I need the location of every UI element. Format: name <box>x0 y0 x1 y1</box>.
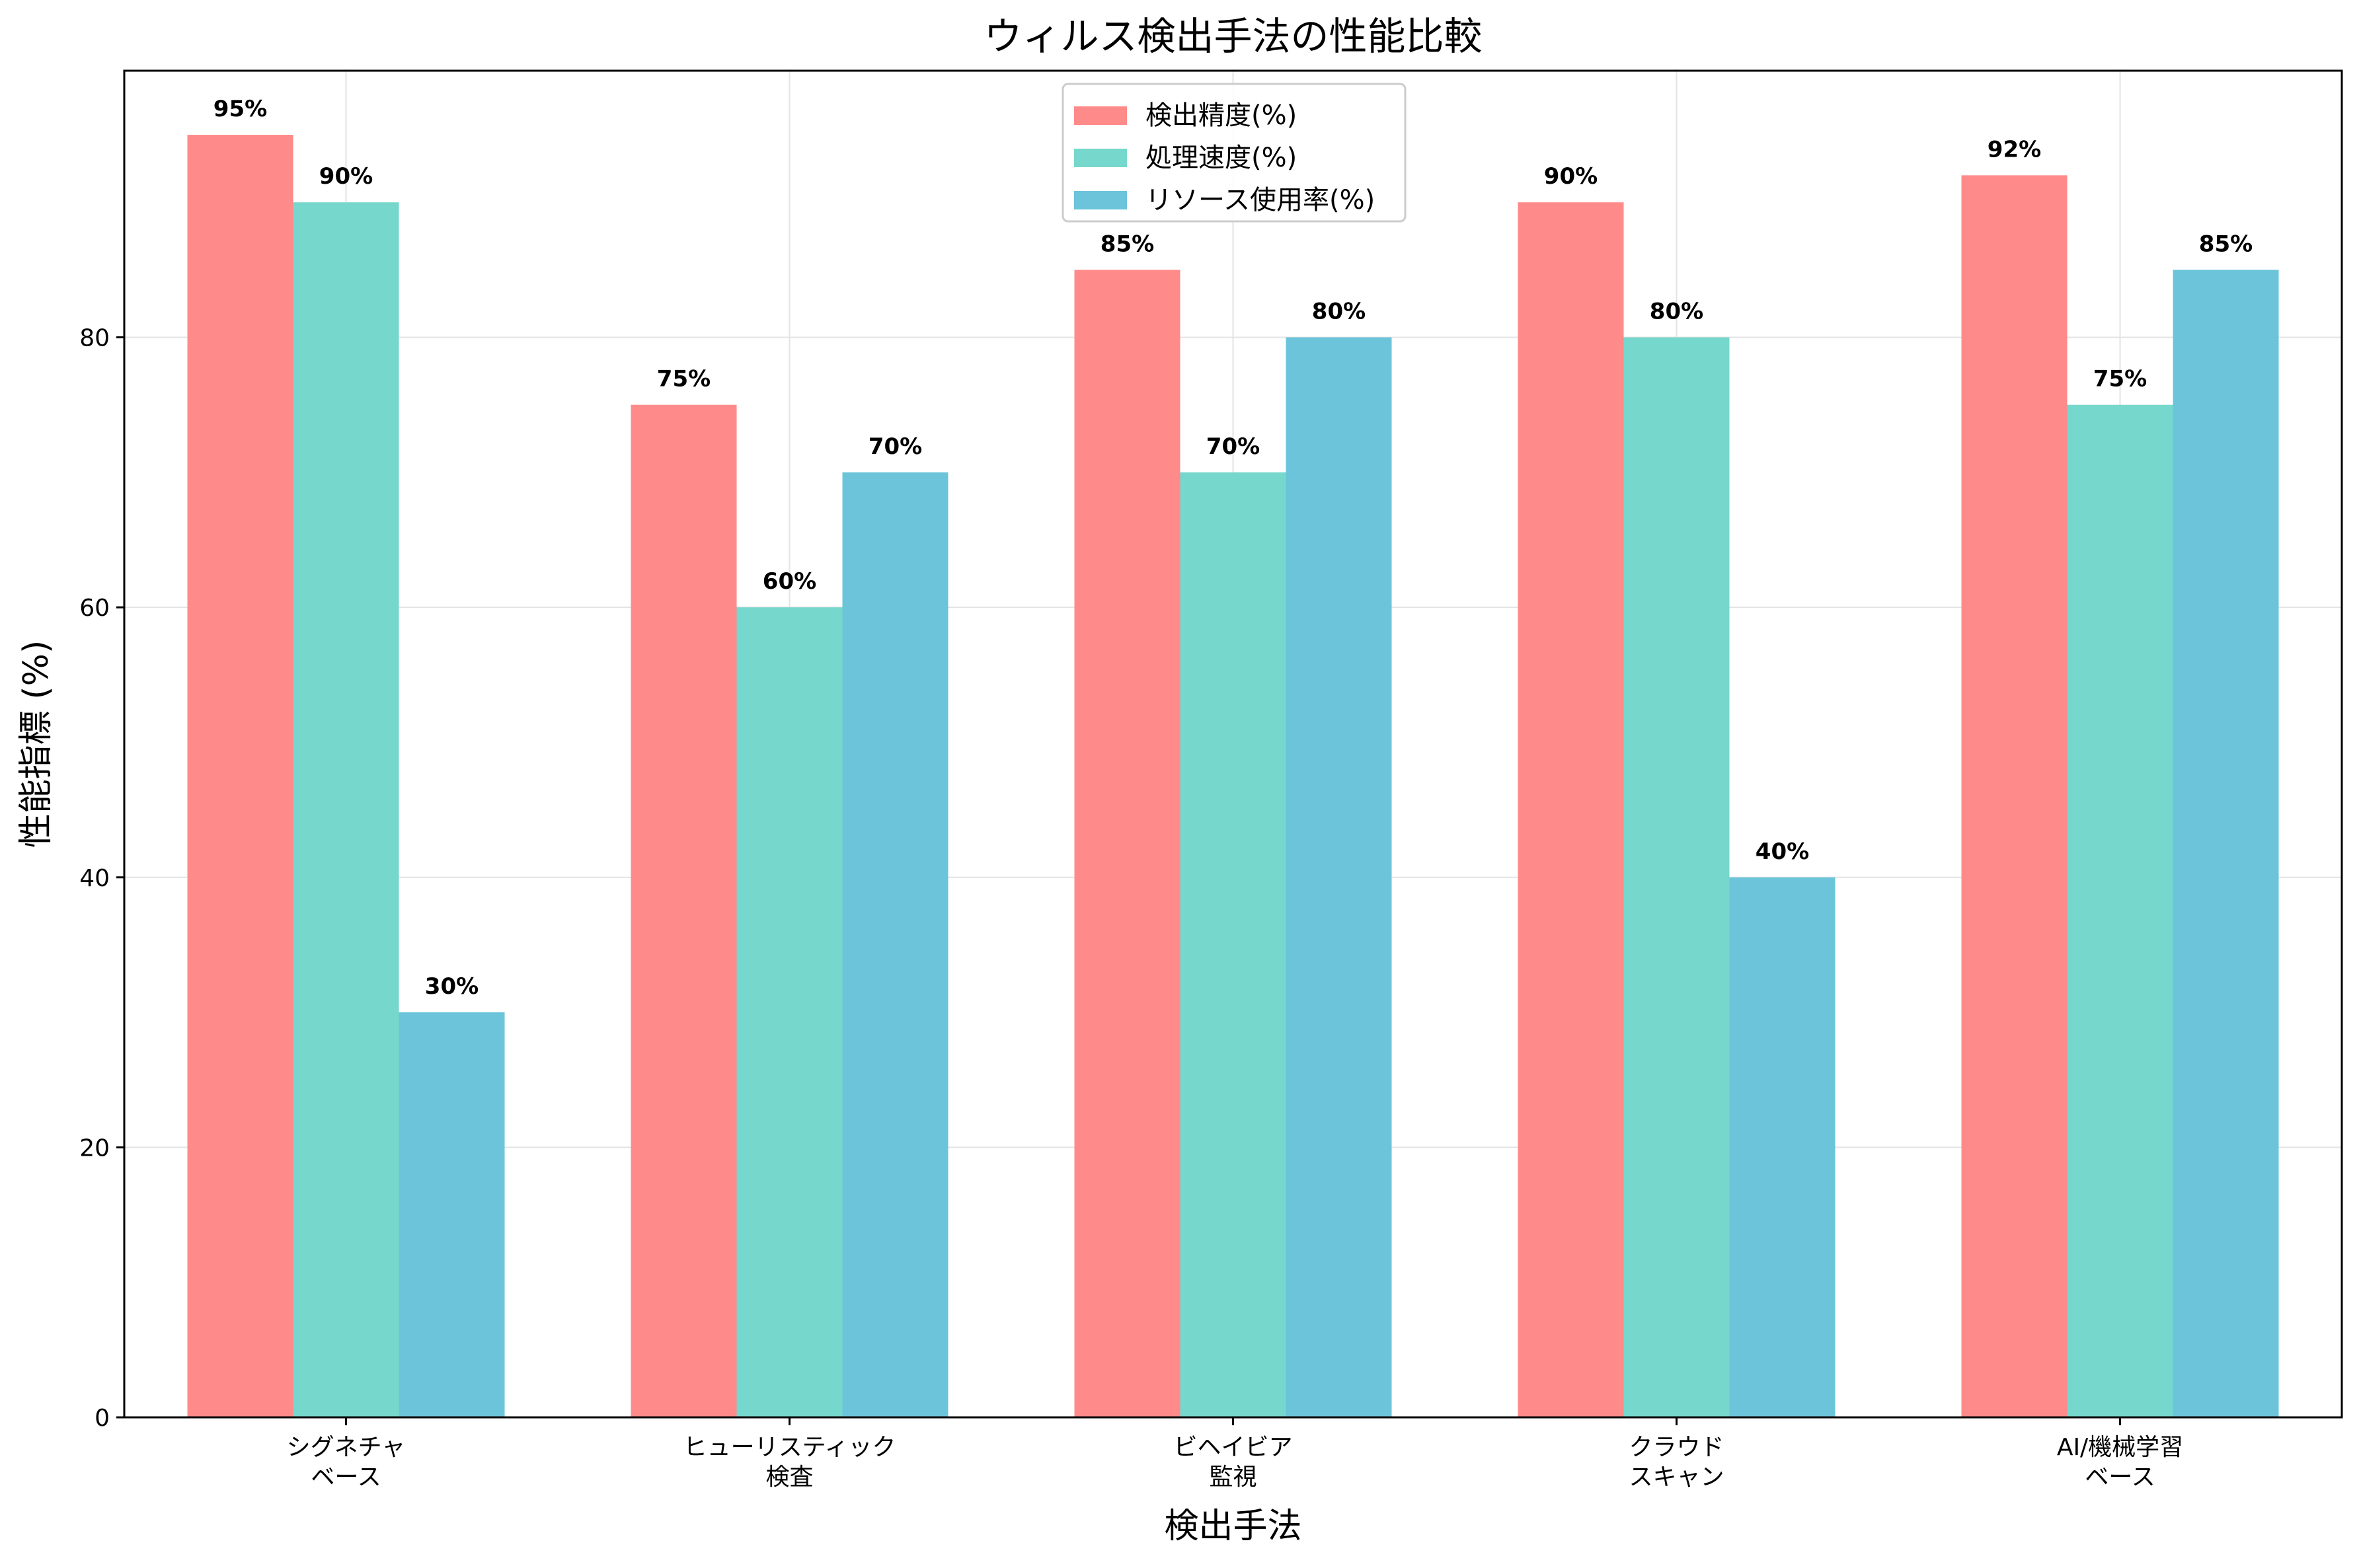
x-axis-title: 検出手法 <box>1164 1507 1301 1546</box>
bar-value-label: 85% <box>1101 231 1154 257</box>
legend-swatch <box>1074 191 1127 209</box>
x-tick-label: ヒューリスティック検査 <box>683 1434 896 1491</box>
legend-box <box>1062 83 1407 223</box>
bar-value-label: 80% <box>1650 299 1703 325</box>
bar <box>1074 270 1180 1417</box>
legend: 検出精度(%) 処理速度(%) リソース使用率(%) <box>1062 83 1407 223</box>
bar <box>2067 404 2173 1417</box>
bar-value-label: 70% <box>1206 433 1260 460</box>
legend-label: 処理速度(%) <box>1145 143 1297 173</box>
bar-value-label: 80% <box>1312 299 1366 325</box>
bar <box>631 404 737 1417</box>
legend-label: リソース使用率(%) <box>1145 185 1375 215</box>
bar <box>2173 270 2279 1417</box>
bar <box>187 135 293 1418</box>
bar-value-label: 30% <box>425 973 479 1000</box>
bar-value-label: 70% <box>869 433 922 460</box>
bar <box>1961 175 2068 1418</box>
bar <box>399 1012 505 1417</box>
bar-value-label: 75% <box>2093 366 2147 392</box>
bar-value-label: 92% <box>1988 136 2041 163</box>
bar-value-label: 90% <box>319 163 373 190</box>
y-tick-label: 60 <box>79 595 110 622</box>
bar <box>736 607 843 1418</box>
y-axis-title: 性能指標 (%) <box>17 640 56 848</box>
bar-value-label: 95% <box>213 96 267 122</box>
bar <box>1518 202 1624 1417</box>
x-tick-label: シグネチャベース <box>287 1434 406 1491</box>
legend-swatch <box>1074 149 1127 167</box>
bar <box>1623 337 1730 1417</box>
y-tick-label: 0 <box>95 1405 110 1432</box>
x-tick-label: クラウドスキャン <box>1629 1434 1724 1491</box>
bar <box>842 472 948 1417</box>
bar <box>1729 877 1836 1417</box>
bar <box>1180 472 1286 1417</box>
bars <box>187 135 2279 1418</box>
y-tick-label: 20 <box>79 1135 110 1162</box>
bar-value-label: 60% <box>763 568 816 595</box>
x-tick-label: AI/機械学習ベース <box>2057 1434 2183 1491</box>
bar-value-label: 40% <box>1756 839 1809 865</box>
legend-label: 検出精度(%) <box>1145 100 1297 131</box>
bar-value-label: 75% <box>657 366 711 392</box>
bar-value-label: 90% <box>1544 163 1598 190</box>
x-axis: シグネチャベース ヒューリスティック検査 ビヘイビア監視 クラウドスキャン AI/機械学… <box>287 1417 2183 1491</box>
bar-labels: 95% 75% 85% 90% 92% 90% 60% 70% 80% 75% 30% 70% 80% 4… <box>213 96 2253 1000</box>
y-tick-label: 80 <box>79 325 110 352</box>
bar <box>293 202 399 1417</box>
y-tick-label: 40 <box>79 865 110 892</box>
x-tick-label: ビヘイビア監視 <box>1173 1434 1292 1491</box>
chart-title: ウィルス検出手法の性能比較 <box>984 14 1482 59</box>
bar <box>1286 337 1392 1417</box>
legend-swatch <box>1074 106 1127 125</box>
y-axis: 0 20 40 60 80 <box>79 325 124 1432</box>
bar-value-label: 85% <box>2199 231 2253 257</box>
